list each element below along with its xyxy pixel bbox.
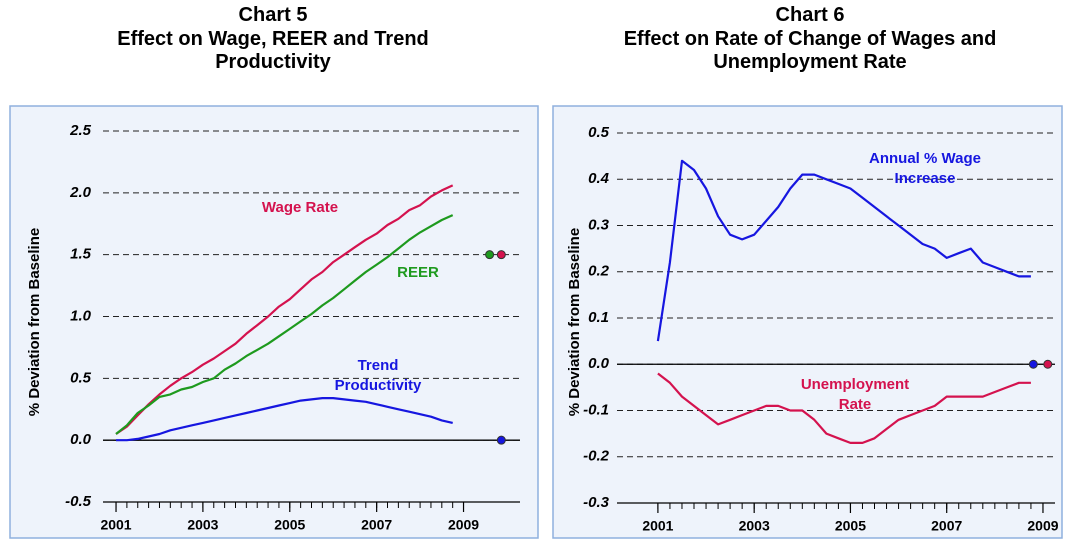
series-line: [116, 397, 453, 442]
y-tick-label: 1.0: [70, 307, 92, 324]
y-axis-title: % Deviation from Baseline: [566, 228, 583, 416]
chart-title: Chart 5: [238, 4, 308, 26]
plot-panel: [552, 105, 1063, 539]
y-tick-label: 0.0: [70, 431, 92, 448]
end-point: [496, 250, 506, 260]
x-tick-label: 2003: [187, 517, 218, 533]
chart-subtitle: Effect on Rate of Change of Wages and Un…: [623, 27, 997, 74]
series-line: [657, 372, 1031, 444]
x-tick-label: 2009: [1027, 518, 1058, 534]
x-tick-label: 2005: [274, 517, 305, 533]
series-label: Wage Rate: [261, 199, 339, 216]
series-line: [115, 184, 454, 435]
x-tick-label: 2005: [835, 518, 866, 534]
series-label: Trend Productivity: [334, 357, 422, 394]
x-tick-label: 2001: [100, 517, 131, 533]
series-label: Annual % Wage Increase: [869, 150, 981, 187]
y-tick-label: 2.5: [69, 122, 92, 139]
y-tick-label: -0.1: [583, 401, 609, 418]
chart-title: Chart 6: [775, 4, 845, 26]
plot-panel: [9, 105, 539, 539]
x-tick-label: 2007: [361, 517, 392, 533]
y-tick-label: 0.3: [588, 216, 610, 233]
series-label: REER: [397, 264, 439, 281]
y-tick-label: 0.5: [70, 369, 92, 386]
y-axis-title: % Deviation from Baseline: [26, 228, 43, 416]
y-tick-label: 0.4: [588, 170, 610, 187]
series-line: [656, 159, 1031, 342]
y-tick-label: -0.5: [65, 493, 92, 510]
y-tick-label: 0.1: [588, 309, 609, 326]
end-point: [485, 250, 495, 260]
chart-subtitle: Effect on Wage, REER and Trend Productiv…: [117, 27, 429, 74]
x-tick-label: 2001: [642, 518, 673, 534]
end-point: [496, 435, 506, 445]
y-tick-label: 2.0: [69, 184, 92, 201]
y-tick-label: 0.2: [588, 263, 610, 280]
y-tick-label: -0.3: [583, 494, 610, 511]
series-label: Unemployment Rate: [800, 376, 910, 413]
y-tick-label: 0.5: [588, 124, 610, 141]
y-tick-label: -0.2: [583, 448, 610, 465]
end-point: [1028, 359, 1038, 369]
end-point: [1043, 359, 1053, 369]
y-tick-label: 0.0: [588, 355, 610, 372]
x-tick-label: 2007: [931, 518, 962, 534]
series-line: [115, 214, 454, 435]
x-tick-label: 2009: [448, 517, 479, 533]
y-tick-label: 1.5: [70, 246, 92, 263]
x-tick-label: 2003: [739, 518, 770, 534]
